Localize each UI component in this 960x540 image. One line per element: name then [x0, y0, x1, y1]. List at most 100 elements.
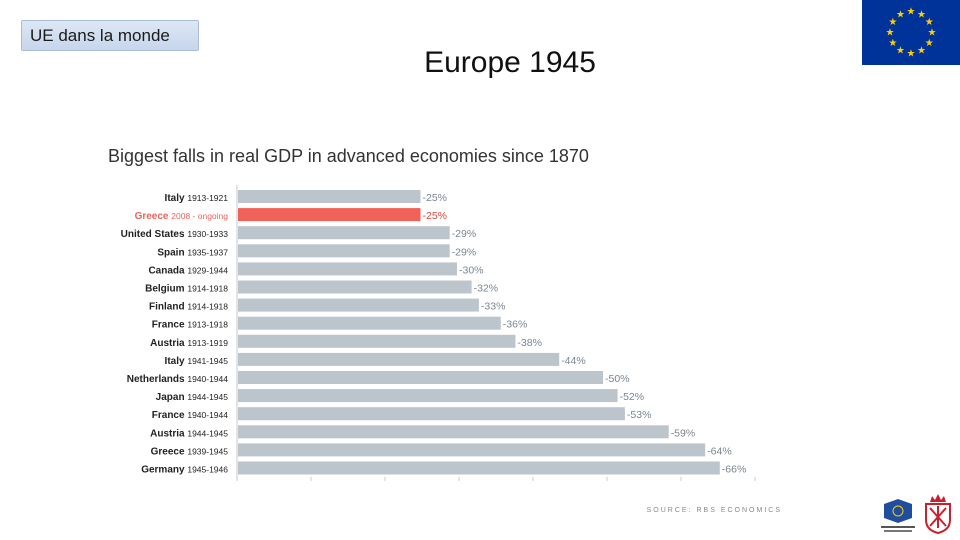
- category-label: Austria 1913-1919: [150, 338, 228, 349]
- bar: [238, 262, 457, 276]
- category-period: 1941-1945: [187, 356, 228, 366]
- category-period: 1930-1933: [187, 229, 228, 239]
- bar-value-label: -44%: [561, 355, 586, 367]
- category-label: Italy 1941-1945: [165, 356, 229, 367]
- category-period: 1940-1944: [187, 410, 228, 420]
- category-country: United States: [121, 229, 188, 240]
- category-country: France: [152, 410, 188, 421]
- category-period: 1913-1919: [187, 338, 228, 348]
- category-label: France 1913-1918: [152, 320, 228, 331]
- category-country: Finland: [149, 302, 187, 313]
- eu-stars: ★ ★★★★★★★★★★★: [886, 7, 937, 60]
- slide-title: Europe 1945: [424, 46, 596, 79]
- eu-star-icon: ★: [888, 17, 897, 28]
- bar: [238, 407, 625, 421]
- category-period: 1914-1918: [187, 284, 228, 294]
- category-label: Germany 1945-1946: [141, 465, 228, 476]
- category-country: Greece: [151, 446, 188, 457]
- bar-value-label: -32%: [474, 283, 499, 295]
- category-label: Greece 2008 - ongoing: [135, 211, 229, 222]
- category-country: Greece: [135, 211, 172, 222]
- chart-title: Biggest falls in real GDP in advanced ec…: [108, 146, 589, 166]
- category-country: Germany: [141, 465, 187, 476]
- section-tag: UE dans la monde: [21, 20, 199, 51]
- category-label: Spain 1935-1937: [157, 247, 228, 258]
- bar-value-label: -25%: [423, 192, 448, 204]
- category-country: Austria: [150, 338, 187, 349]
- category-label: Belgium 1914-1918: [145, 284, 228, 295]
- bar-value-label: -66%: [722, 464, 747, 476]
- eu-star-icon: ★: [896, 9, 905, 20]
- category-period: 1913-1921: [187, 193, 228, 203]
- category-country: Canada: [148, 265, 187, 276]
- bar: [238, 352, 560, 366]
- category-period: 1929-1944: [187, 265, 228, 275]
- bar-value-label: -29%: [452, 228, 477, 240]
- eu-star-icon: ★: [907, 49, 916, 60]
- category-period: 1935-1937: [187, 247, 228, 257]
- bar-value-label: -29%: [452, 246, 477, 258]
- bar: [238, 298, 479, 312]
- bar-value-label: -33%: [481, 301, 506, 313]
- category-label: Austria 1944-1945: [150, 428, 228, 439]
- category-label: Netherlands 1940-1944: [127, 374, 228, 385]
- bar: [238, 244, 450, 258]
- gdp-chart: Biggest falls in real GDP in advanced ec…: [104, 131, 788, 516]
- eu-star-icon: ★: [925, 38, 934, 49]
- bar-value-label: -25%: [423, 210, 448, 222]
- bar-value-label: -30%: [459, 264, 484, 276]
- bar-value-label: -52%: [620, 391, 645, 403]
- category-country: Netherlands: [127, 374, 188, 385]
- category-country: Belgium: [145, 284, 187, 295]
- bar-value-label: -64%: [707, 445, 732, 457]
- chart-source: SOURCE: RBS ECONOMICS: [646, 507, 782, 514]
- bar: [238, 389, 618, 403]
- category-label: Greece 1939-1945: [151, 446, 229, 457]
- bar-value-label: -36%: [503, 319, 528, 331]
- eu-star-icon: ★: [896, 46, 905, 57]
- bar: [238, 443, 706, 457]
- european-commission-logo-icon: [881, 499, 915, 532]
- category-label: Finland 1914-1918: [149, 302, 228, 313]
- category-country: Austria: [150, 428, 187, 439]
- eu-star-icon: ★: [917, 9, 926, 20]
- category-country: Spain: [157, 247, 187, 258]
- category-label: France 1940-1944: [152, 410, 228, 421]
- bar: [238, 226, 450, 240]
- category-period: 1913-1918: [187, 320, 228, 330]
- bar-value-label: -38%: [517, 337, 542, 349]
- bar: [238, 316, 501, 330]
- category-country: Italy: [165, 193, 188, 204]
- category-period: 1944-1945: [187, 392, 228, 402]
- bar-value-label: -50%: [605, 373, 630, 385]
- category-label: United States 1930-1933: [121, 229, 229, 240]
- category-period: 2008 - ongoing: [171, 211, 228, 221]
- category-country: Italy: [165, 356, 188, 367]
- category-country: France: [152, 320, 188, 331]
- bar: [238, 371, 603, 384]
- bar: [238, 334, 516, 348]
- category-label: Canada 1929-1944: [148, 265, 228, 276]
- chart-plot: -25% Italy 1913-1921 -25% Greece 2008 - ong…: [121, 185, 756, 481]
- bar: [238, 461, 720, 475]
- category-period: 1939-1945: [187, 446, 228, 456]
- bar-value-label: -59%: [671, 427, 696, 439]
- coat-of-arms-icon: [925, 494, 951, 534]
- category-label: Japan 1944-1945: [156, 392, 229, 403]
- eu-star-icon: ★: [886, 28, 895, 39]
- eu-star-icon: ★: [928, 28, 937, 39]
- eu-star-icon: ★: [917, 46, 926, 57]
- bar: [238, 425, 669, 439]
- bar: [238, 190, 421, 203]
- category-label: Italy 1913-1921: [165, 193, 229, 204]
- bar: [238, 208, 421, 222]
- category-period: 1914-1918: [187, 302, 228, 312]
- category-period: 1944-1945: [187, 428, 228, 438]
- eu-star-icon: ★: [888, 38, 897, 49]
- eu-star-icon: ★: [925, 17, 934, 28]
- bar: [238, 280, 472, 294]
- category-period: 1945-1946: [187, 465, 228, 475]
- category-period: 1940-1944: [187, 374, 228, 384]
- eu-star-icon: ★: [907, 7, 916, 18]
- eu-flag-logo: ★ ★ ★ ★ ★ ★ ★ ★ ★ ★ ★ ★: [862, 0, 960, 65]
